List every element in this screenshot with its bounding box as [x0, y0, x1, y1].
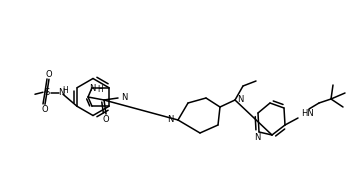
- Text: S: S: [45, 88, 50, 97]
- Text: N: N: [254, 133, 260, 141]
- Text: O: O: [42, 105, 48, 114]
- Text: O: O: [103, 115, 109, 124]
- Text: O: O: [46, 70, 52, 79]
- Text: H: H: [97, 85, 103, 94]
- Text: HN: HN: [301, 109, 314, 117]
- Text: H: H: [62, 86, 68, 95]
- Text: N: N: [121, 94, 127, 102]
- Text: N: N: [167, 115, 173, 124]
- Text: N: N: [58, 88, 64, 97]
- Text: N: N: [89, 84, 95, 93]
- Text: N: N: [237, 95, 243, 103]
